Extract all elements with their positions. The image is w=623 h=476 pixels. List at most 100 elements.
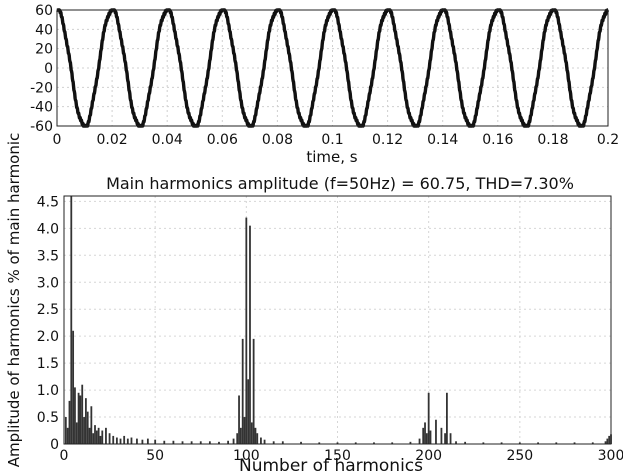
- spectrum-bar: [604, 441, 607, 444]
- spectrum-bar: [119, 438, 122, 444]
- spectrum-y-tick-label: 0.5: [37, 410, 59, 426]
- spectrum-bar: [409, 441, 412, 444]
- spectrum-bar: [254, 427, 257, 444]
- spectrum-bar: [101, 430, 104, 444]
- waveform-x-tick-label: 0.02: [97, 132, 128, 148]
- waveform-y-tick-label: -20: [30, 80, 53, 96]
- spectrum-y-tick-label: 4.5: [37, 194, 59, 210]
- spectrum-bar: [70, 196, 73, 444]
- spectrum-x-tick-label: 250: [506, 448, 533, 464]
- spectrum-bar: [105, 427, 107, 444]
- spectrum-bar: [245, 217, 248, 444]
- waveform-x-tick-label: 0: [53, 132, 62, 148]
- waveform-y-tick-label: 0: [44, 61, 53, 77]
- spectrum-y-tick-label: 1.0: [37, 383, 59, 399]
- spectrum-y-tick-label: 3.5: [37, 248, 59, 264]
- spectrum-y-tick-label: 1.5: [37, 356, 59, 372]
- waveform-x-tick-label: 0.1: [321, 132, 343, 148]
- waveform-y-tick-label: -40: [30, 100, 53, 116]
- spectrum-y-tick-label: 2.0: [37, 329, 59, 345]
- waveform-x-tick-label: 0.12: [372, 132, 403, 148]
- spectrum-bar: [354, 442, 357, 444]
- spectrum-plot: Main harmonics amplitude (f=50Hz) = 60.7…: [5, 133, 623, 476]
- spectrum-bar: [79, 395, 82, 444]
- spectrum-bar: [146, 438, 149, 444]
- spectrum-bar: [99, 435, 102, 444]
- spectrum-bar: [591, 442, 594, 444]
- spectrum-x-tick-label: 50: [146, 448, 164, 464]
- spectrum-bar: [429, 430, 432, 444]
- spectrum-bar: [336, 442, 339, 444]
- spectrum-bar: [90, 406, 93, 444]
- spectrum-bar: [77, 392, 80, 444]
- spectrum-bar: [418, 438, 421, 444]
- spectrum-bar: [72, 330, 75, 444]
- spectrum-bar: [440, 427, 443, 444]
- spectrum-bar: [427, 392, 430, 444]
- spectrum-bar: [66, 427, 69, 444]
- spectrum-bar: [227, 440, 229, 444]
- spectrum-bar: [373, 442, 375, 444]
- spectrum-title: Main harmonics amplitude (f=50Hz) = 60.7…: [106, 174, 574, 193]
- spectrum-bar: [247, 379, 250, 444]
- spectrum-bar: [444, 433, 446, 444]
- spectrum-bar: [154, 439, 157, 444]
- spectrum-bar: [449, 433, 452, 444]
- spectrum-bar: [123, 435, 126, 444]
- waveform-x-tick-label: 0.18: [537, 132, 568, 148]
- spectrum-bar: [464, 441, 467, 444]
- waveform-frame: [56, 9, 609, 127]
- spectrum-bar: [64, 417, 67, 444]
- waveform-plot: 60 40 20 0 -20 -40 -60 0 0.02 0.04 0.06 0.08 0.1 0.1…: [30, 3, 619, 166]
- spectrum-bar: [88, 427, 91, 444]
- spectrum-bar: [81, 384, 84, 444]
- waveform-y-tick-label: 60: [35, 3, 53, 19]
- waveform-y-tick-label: 40: [35, 22, 53, 38]
- waveform-y-tick-label: -60: [30, 119, 53, 135]
- spectrum-bar: [500, 442, 503, 444]
- spectrum-bar: [573, 442, 576, 444]
- spectrum-bar: [318, 442, 321, 444]
- spectrum-y-tick-label: 3.0: [37, 275, 59, 291]
- spectrum-bar: [136, 438, 138, 444]
- spectrum-bar: [199, 441, 202, 444]
- waveform-x-ticks: 0 0.02 0.04 0.06 0.08 0.1 0.12 0.14 0.16 0.18 0.2: [53, 132, 620, 148]
- waveform-x-tick-label: 0.14: [427, 132, 458, 148]
- waveform-x-tick-label: 0.16: [482, 132, 513, 148]
- spectrum-x-tick-label: 200: [415, 448, 442, 464]
- waveform-x-tick-label: 0.2: [597, 132, 619, 148]
- spectrum-bar: [263, 439, 266, 444]
- spectrum-bar: [190, 441, 193, 444]
- spectrum-x-ticks: 0 50 100 150 200 250 300: [60, 448, 623, 464]
- spectrum-bar: [172, 440, 175, 444]
- spectrum-bar: [424, 422, 426, 444]
- spectrum-y-tick-label: 2.5: [37, 302, 59, 318]
- spectrum-bar: [141, 439, 144, 444]
- spectrum-x-axis-label: Number of harmonics: [239, 456, 423, 476]
- spectrum-bar: [108, 433, 111, 444]
- spectrum-bar: [260, 437, 262, 444]
- spectrum-bar: [606, 438, 609, 444]
- spectrum-bar: [446, 392, 448, 444]
- spectrum-x-tick-label: 0: [60, 448, 69, 464]
- spectrum-bar: [272, 441, 275, 444]
- spectrum-bar: [249, 225, 251, 444]
- spectrum-bar: [115, 437, 118, 444]
- spectrum-frame: [63, 195, 612, 445]
- spectrum-bar: [75, 422, 78, 444]
- spectrum-bar: [241, 338, 244, 444]
- spectrum-bar: [236, 433, 239, 444]
- spectrum-bar: [300, 441, 302, 444]
- spectrum-bar: [256, 433, 259, 444]
- spectrum-bar: [425, 433, 428, 444]
- spectrum-bar: [97, 427, 100, 444]
- spectrum-bar: [86, 411, 89, 444]
- waveform-x-axis-label: time, s: [306, 148, 357, 166]
- spectrum-bar: [163, 440, 166, 444]
- spectrum-bar: [537, 442, 539, 444]
- spectrum-bar: [555, 442, 558, 444]
- spectrum-bar: [112, 435, 115, 444]
- spectrum-bar: [608, 435, 611, 444]
- waveform-x-tick-label: 0.06: [207, 132, 238, 148]
